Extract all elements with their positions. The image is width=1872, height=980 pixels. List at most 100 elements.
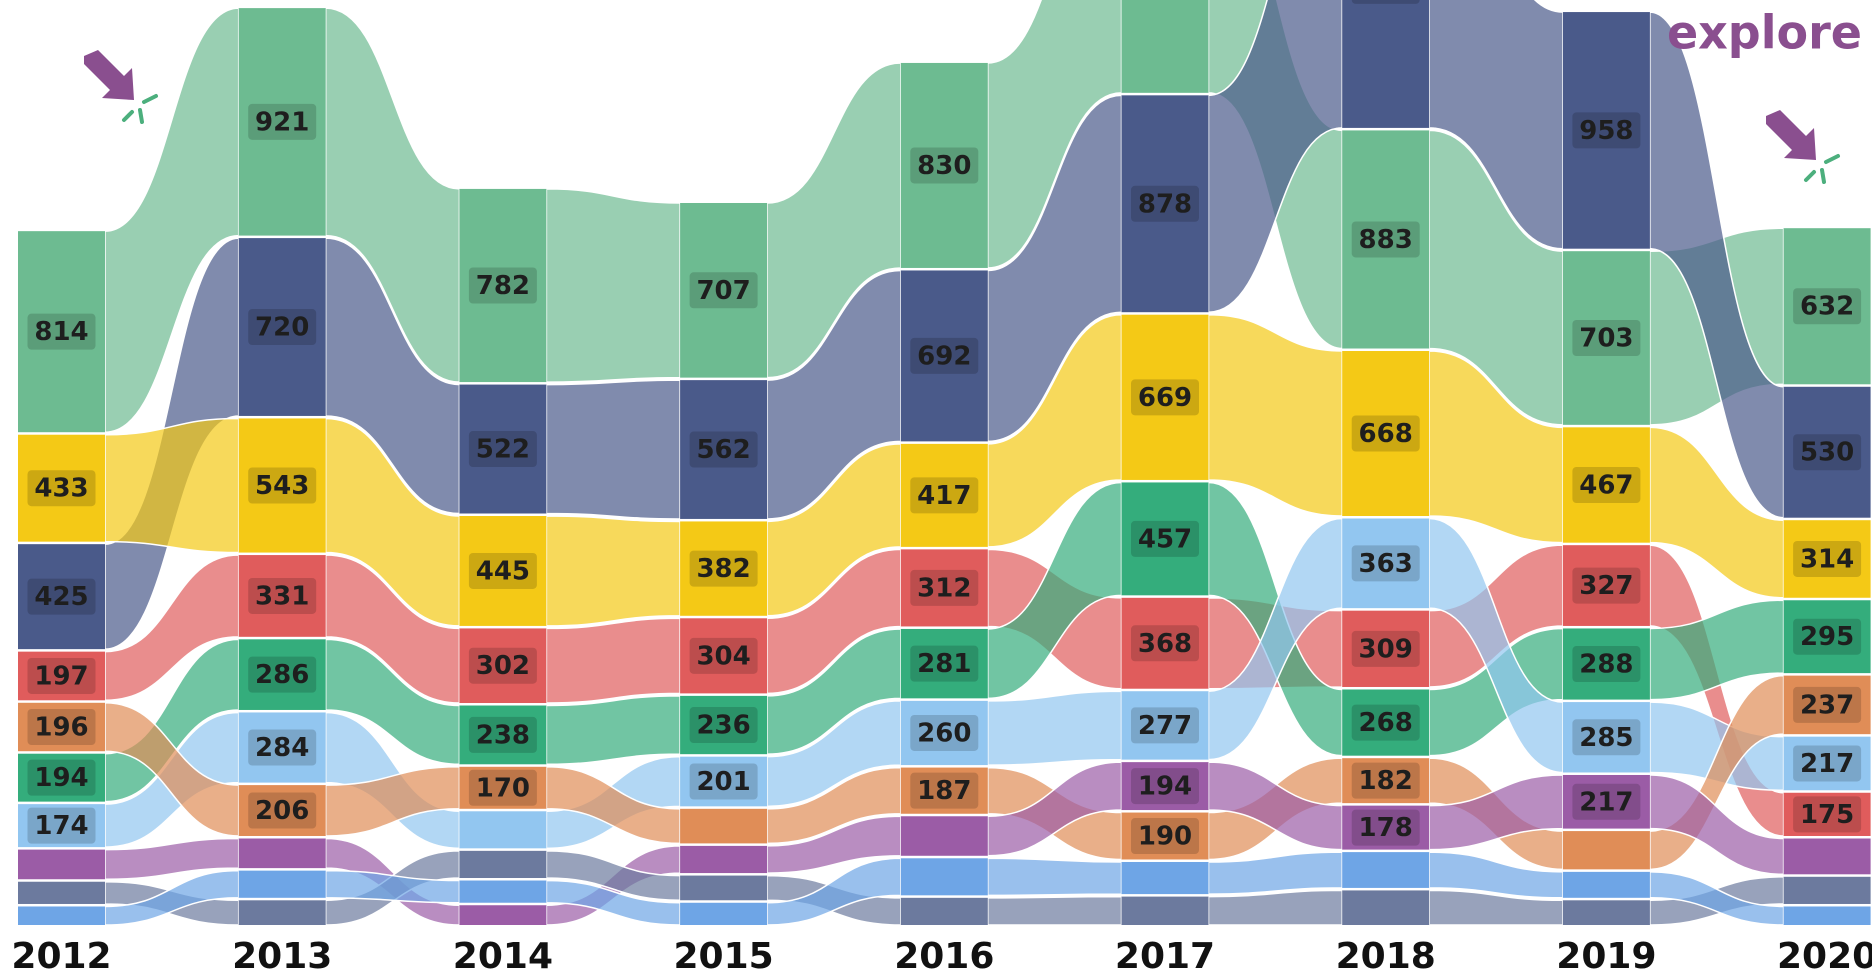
value-label-box: [1793, 288, 1862, 325]
value-label: 201: [696, 767, 750, 797]
bar: [680, 808, 768, 844]
ribbon: [104, 417, 240, 554]
value-label: 206: [255, 796, 309, 826]
bar: [18, 544, 105, 650]
value-label: 707: [696, 276, 750, 306]
value-label: 182: [1359, 766, 1413, 796]
value-label: 562: [696, 435, 750, 465]
value-label-box: [910, 714, 979, 751]
value-label: 277: [1138, 711, 1192, 741]
value-label-box: [689, 707, 758, 744]
value-label: 286: [255, 660, 309, 690]
value-label: 238: [476, 720, 530, 750]
value-label: 692: [917, 341, 971, 371]
bar: [900, 858, 988, 896]
value-label: 522: [476, 435, 530, 465]
value-label-box: [1572, 783, 1641, 820]
value-label-box: [910, 477, 979, 514]
value-label: 309: [1359, 634, 1413, 664]
value-label-box: [1572, 467, 1641, 504]
value-label-box: [910, 337, 979, 374]
value-label: 314: [1800, 544, 1854, 574]
bar: [680, 521, 768, 616]
labels: 8149217827078309508837036324257205225626…: [27, 0, 1862, 855]
value-label: 288: [1579, 650, 1633, 680]
ribbon: [545, 617, 681, 704]
value-label-box: [1131, 379, 1199, 416]
ribbon: [987, 895, 1123, 926]
value-label-box: [910, 645, 979, 682]
value-label-box: [468, 647, 537, 684]
value-label: 302: [476, 651, 530, 681]
value-label-box: [1351, 762, 1420, 799]
value-label-box: [689, 550, 758, 587]
bar: [1783, 876, 1871, 904]
x-tick-label: 2020: [1777, 936, 1872, 977]
x-tick-label: 2019: [1556, 936, 1656, 977]
value-label-box: [1131, 707, 1199, 744]
bar: [459, 628, 547, 704]
bar: [459, 705, 547, 765]
value-label: 632: [1800, 292, 1854, 322]
bar: [1562, 12, 1650, 249]
bar: [1342, 689, 1430, 756]
bar: [1783, 675, 1871, 735]
value-label-box: [1793, 745, 1862, 782]
value-label-box: [27, 470, 96, 507]
value-label: 530: [1800, 438, 1854, 468]
bar: [1562, 900, 1650, 925]
bar: [1342, 0, 1430, 128]
value-label: 425: [34, 582, 88, 612]
ribbon: [1207, 0, 1343, 313]
value-label: 236: [696, 711, 750, 741]
value-label-box: [248, 729, 317, 766]
value-label: 417: [917, 481, 971, 511]
bar: [459, 905, 547, 925]
bar: [1783, 520, 1871, 598]
bar: [18, 849, 105, 880]
value-label-box: [1351, 630, 1420, 667]
value-label-box: [1572, 646, 1641, 683]
value-label-box: [1351, 0, 1420, 4]
value-label: 331: [255, 581, 309, 611]
pointer-icon-right: [1766, 110, 1840, 184]
ribbon: [987, 690, 1123, 766]
bar: [900, 700, 988, 766]
value-label: 467: [1579, 471, 1633, 501]
ribbon: [1207, 889, 1343, 926]
value-label-box: [1572, 112, 1641, 149]
value-label-box: [27, 759, 96, 796]
value-label-box: [468, 716, 537, 753]
bar: [1342, 518, 1430, 609]
bar: [1562, 774, 1650, 829]
bar: [1783, 838, 1871, 875]
bar: [1121, 691, 1209, 760]
bar: [900, 549, 988, 627]
bar: [1342, 351, 1430, 517]
value-label: 368: [1138, 629, 1192, 659]
explore-annotation[interactable]: explore: [1667, 6, 1862, 60]
value-label: 295: [1800, 622, 1854, 652]
bar: [1342, 130, 1430, 349]
bar: [1121, 0, 1209, 93]
value-label-box: [910, 569, 979, 606]
x-tick-label: 2015: [673, 936, 773, 977]
x-tick-label: 2014: [453, 936, 553, 977]
value-label-box: [248, 467, 317, 504]
value-label: 382: [696, 554, 750, 584]
bar: [238, 870, 326, 898]
x-tick-label: 2013: [232, 936, 332, 977]
ribbon: [1207, 313, 1343, 517]
bar: [900, 628, 988, 699]
value-label: 703: [1579, 324, 1633, 354]
value-label: 445: [476, 556, 530, 586]
value-label-box: [1572, 567, 1641, 604]
value-label-box: [1131, 768, 1199, 805]
value-label-box: [27, 578, 96, 615]
value-label: 178: [1359, 813, 1413, 843]
value-label: 285: [1579, 723, 1633, 753]
pointer-icon-left: [84, 50, 158, 124]
bar: [900, 897, 988, 925]
value-label: 304: [696, 641, 750, 671]
